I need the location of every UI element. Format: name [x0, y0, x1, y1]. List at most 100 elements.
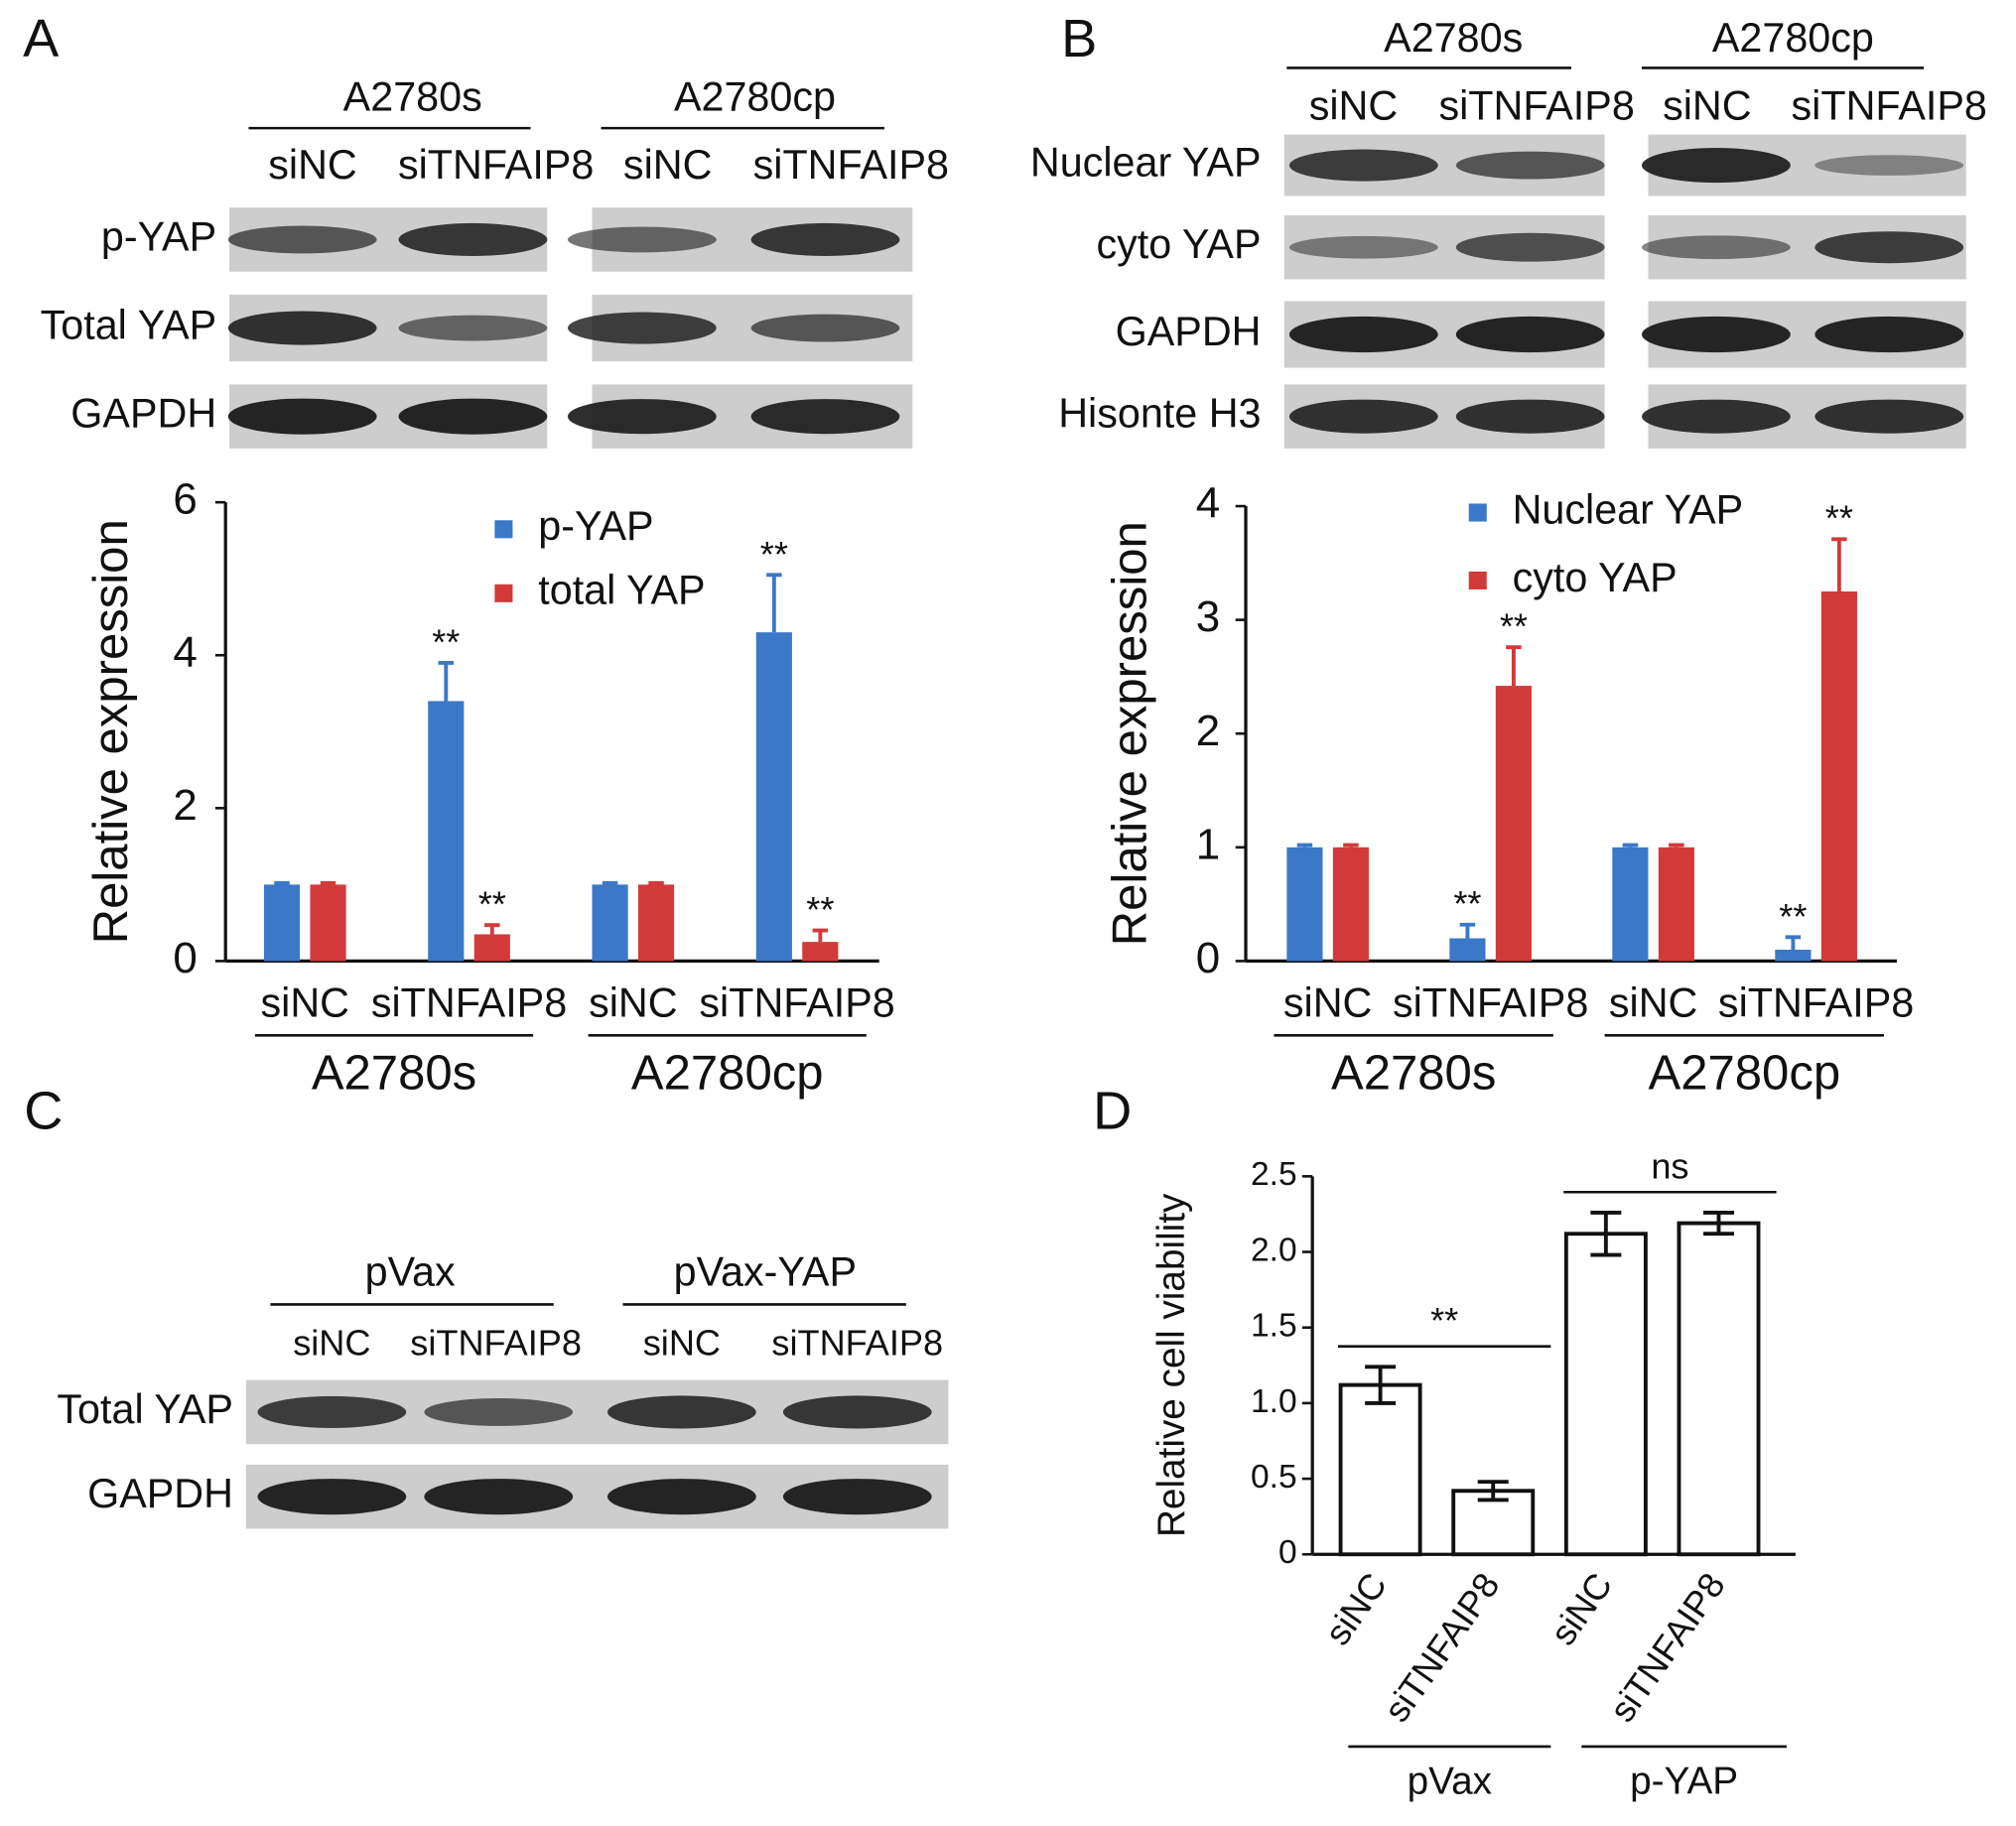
legend-label: p-YAP	[538, 503, 653, 549]
legend-swatch	[1468, 571, 1487, 589]
bar	[428, 701, 465, 962]
lane-label: siTNFAIP8	[398, 142, 594, 188]
legend-swatch	[494, 520, 513, 539]
significance-label: **	[1500, 606, 1528, 647]
blot-band	[567, 226, 717, 253]
blot-band	[750, 399, 900, 435]
blot-group-label: A2780s	[1384, 15, 1523, 61]
bar	[1677, 1221, 1761, 1557]
significance-label: **	[1779, 896, 1807, 937]
y-tick-label: 0	[173, 934, 197, 982]
row-label: cyto YAP	[1096, 221, 1261, 267]
y-axis-label: Relative expression	[84, 519, 138, 944]
bar	[802, 942, 839, 962]
blot-band	[782, 1395, 932, 1429]
bar	[1451, 1489, 1536, 1557]
lane-label: siNC	[293, 1322, 370, 1363]
panel-letter: B	[1061, 9, 1097, 68]
y-tick-label: 6	[173, 475, 197, 524]
legend-label: cyto YAP	[1513, 555, 1678, 600]
x-tick-label: siTNFAIP8	[371, 980, 567, 1026]
bar	[1775, 949, 1812, 962]
blot-band	[567, 312, 717, 344]
bar	[1495, 686, 1532, 962]
blot-band	[424, 1479, 574, 1515]
error-bar	[1831, 537, 1847, 591]
lane-label: siTNFAIP8	[771, 1322, 943, 1363]
x-tick-label: siNC	[1543, 1565, 1621, 1652]
y-tick-label: 1.5	[1251, 1308, 1297, 1345]
error-bar	[1506, 645, 1522, 687]
blot-group-label: A2780cp	[674, 74, 836, 120]
bar	[263, 884, 301, 962]
error-bar	[1669, 843, 1684, 848]
error-bar	[1622, 843, 1639, 848]
significance-label: **	[1825, 498, 1853, 539]
significance-label: **	[760, 534, 788, 575]
blot-band	[227, 398, 377, 435]
significance-label: **	[478, 884, 506, 925]
error-bar	[1785, 935, 1802, 950]
x-tick-label: siNC	[1283, 980, 1372, 1026]
error-bar	[1477, 1480, 1509, 1502]
bar	[755, 632, 792, 962]
blot-band	[606, 1479, 756, 1515]
error-bar	[648, 880, 664, 885]
bar	[1338, 1382, 1422, 1557]
blot-group-label: A2780cp	[1712, 15, 1874, 61]
significance-label: **	[1453, 883, 1481, 924]
blot-band	[1288, 149, 1438, 182]
blot-band	[398, 398, 548, 435]
error-bar	[602, 880, 618, 885]
blot-band	[1814, 399, 1964, 434]
y-tick-label: 2	[173, 781, 197, 830]
blot-band	[1642, 148, 1791, 184]
row-label: p-YAP	[101, 213, 216, 259]
lane-label: siTNFAIP8	[1438, 83, 1634, 129]
group-label: A2780cp	[1648, 1047, 1840, 1101]
row-label: GAPDH	[1116, 309, 1262, 354]
legend-label: Nuclear YAP	[1513, 486, 1744, 532]
group-label: A2780s	[312, 1047, 476, 1101]
lane-label: siTNFAIP8	[410, 1322, 582, 1363]
lane-label: siTNFAIP8	[1792, 83, 1987, 129]
y-axis-label: Relative expression	[1103, 521, 1156, 946]
error-bar	[812, 928, 829, 943]
blot-band	[750, 222, 900, 256]
error-bar	[438, 661, 455, 702]
blot-band	[1814, 231, 1964, 264]
y-tick-label: 2.0	[1251, 1232, 1297, 1268]
blot-band	[257, 1479, 407, 1515]
blot-band	[606, 1395, 756, 1429]
blot-band	[1455, 232, 1605, 262]
error-bar	[1702, 1210, 1734, 1237]
blot-band	[1288, 399, 1438, 434]
error-bar	[1590, 1210, 1622, 1257]
bar	[310, 884, 346, 962]
blot-band	[1288, 316, 1438, 353]
group-label: A2780cp	[631, 1047, 824, 1101]
blot-band	[398, 315, 548, 341]
bar	[592, 884, 628, 962]
blot-band	[1642, 399, 1791, 434]
blot-band	[1814, 316, 1964, 353]
group-label: A2780s	[1331, 1047, 1496, 1101]
significance-label: ns	[1651, 1146, 1688, 1187]
x-tick-label: siTNFAIP8	[699, 980, 894, 1026]
bar	[1820, 590, 1857, 962]
blot-band	[1288, 235, 1438, 259]
bar	[637, 884, 675, 962]
blot-band	[227, 225, 377, 254]
x-tick-label: siNC	[589, 980, 677, 1026]
x-tick-label: siNC	[1316, 1565, 1395, 1652]
y-tick-label: 1	[1196, 820, 1220, 868]
x-tick-label: siTNFAIP8	[1393, 980, 1588, 1026]
y-tick-label: 0.5	[1251, 1459, 1297, 1496]
lane-label: siNC	[1663, 83, 1751, 129]
x-tick-label: siNC	[261, 980, 349, 1026]
blot-band	[567, 399, 717, 435]
error-bar	[1365, 1365, 1397, 1405]
x-tick-label: siTNFAIP8	[1601, 1565, 1733, 1729]
legend-label: total YAP	[538, 568, 705, 613]
